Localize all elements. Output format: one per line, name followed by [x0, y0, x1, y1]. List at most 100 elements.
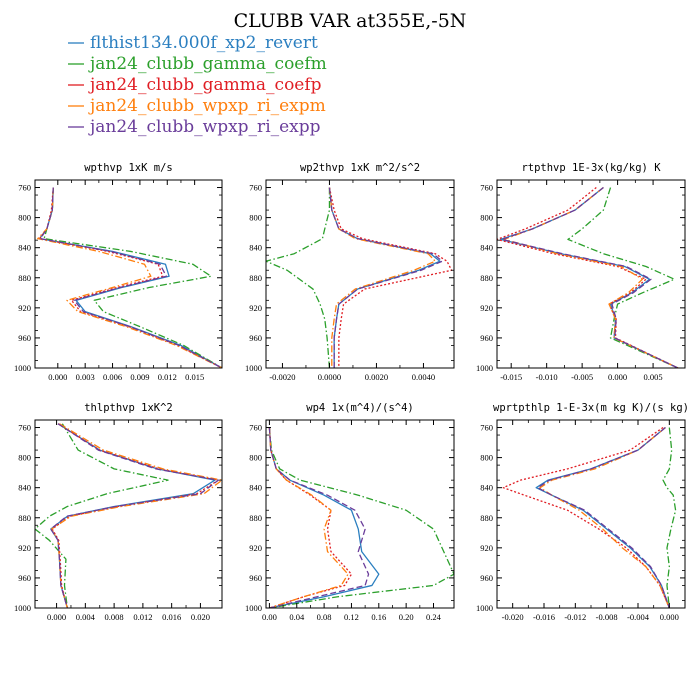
x-tick-label: 0.020 [191, 612, 210, 622]
legend: flthist134.000f_xp2_revertjan24_clubb_ga… [68, 33, 327, 137]
x-tick-label: -0.010 [536, 372, 558, 382]
series-line [50, 423, 220, 608]
series-line [268, 427, 349, 608]
x-tick-label: -0.005 [571, 372, 593, 382]
y-tick-label: 960 [480, 573, 493, 583]
legend-entry: jan24_clubb_wpxp_ri_expp [88, 117, 321, 137]
x-tick-label: 0.012 [158, 372, 177, 382]
y-tick-label: 920 [18, 303, 31, 313]
figure-title: CLUBB VAR at355E,-5N [234, 10, 467, 32]
y-tick-label: 960 [249, 333, 262, 343]
y-tick-label: 1000 [476, 363, 493, 373]
panel-6: wprtpthlp 1-E-3x(m kg K)/(s kg)760 800 840… [476, 402, 689, 622]
x-tick-label: -0.020 [502, 612, 524, 622]
series-line [266, 187, 331, 368]
y-tick-label: 760 [249, 183, 262, 193]
x-tick-label: 0.0000 [318, 372, 341, 382]
y-tick-label: 920 [480, 303, 493, 313]
y-tick-label: 760 [480, 423, 493, 433]
y-tick-label: 840 [249, 483, 262, 493]
y-tick-label: 960 [480, 333, 493, 343]
y-tick-label: 920 [480, 543, 493, 553]
y-tick-label: 840 [480, 483, 493, 493]
plot-frame [496, 419, 686, 609]
y-tick-label: 880 [249, 513, 262, 523]
x-tick-label: 0.000 [660, 612, 679, 622]
x-tick-label: 0.004 [76, 612, 96, 622]
y-tick-label: 880 [480, 513, 493, 523]
panel-title: wprtpthlp 1-E-3x(m kg K)/(s kg) [493, 402, 689, 414]
plot-frame [265, 179, 455, 369]
series-line [38, 187, 222, 368]
legend-entry: jan24_clubb_gamma_coefm [88, 54, 327, 74]
series-line [268, 427, 454, 608]
y-tick-label: 800 [480, 213, 493, 223]
y-tick-label: 800 [480, 453, 493, 463]
y-tick-label: 840 [249, 243, 262, 253]
plot-frame [265, 419, 455, 609]
y-tick-label: 800 [249, 453, 262, 463]
y-tick-label: 1000 [245, 603, 262, 613]
series-line [499, 187, 679, 368]
panel-5: wp4 1x(m^4)/(s^4)76080084088092096010000… [245, 402, 455, 622]
x-tick-label: -0.015 [500, 372, 522, 382]
y-tick-label: 760 [18, 183, 31, 193]
y-tick-label: 800 [249, 213, 262, 223]
panel-2: wp2thvp 1xK m^2/s^2 760 800 840 880 920 960 100… [245, 162, 455, 382]
x-tick-label: 0.16 [371, 612, 386, 622]
y-tick-label: 880 [480, 273, 493, 283]
y-tick-label: 960 [18, 573, 31, 583]
legend-entry: jan24_clubb_wpxp_ri_expm [88, 96, 326, 116]
y-tick-label: 1000 [14, 603, 31, 613]
x-tick-label: -0.016 [533, 612, 555, 622]
panel-3: rtpthvp 1E-3x(kg/kg) K 760 800 840 880 920 960… [476, 162, 686, 382]
series-line [39, 187, 222, 368]
y-tick-label: 760 [480, 183, 493, 193]
y-tick-label: 880 [18, 273, 31, 283]
x-tick-label: -0.012 [564, 612, 586, 622]
series-line [502, 426, 670, 608]
x-tick-label: 0.009 [130, 372, 149, 382]
legend-entry: jan24_clubb_gamma_coefp [88, 75, 322, 95]
y-tick-label: 960 [249, 573, 262, 583]
x-tick-label: 0.016 [162, 612, 181, 622]
x-tick-label: 0.006 [103, 372, 122, 382]
x-tick-label: 0.24 [426, 612, 442, 622]
series-line [268, 427, 370, 608]
x-tick-label: 0.12 [344, 612, 359, 622]
x-tick-label: 0.04 [289, 612, 305, 622]
series-line [328, 187, 436, 368]
series-line [662, 427, 677, 608]
y-tick-label: 1000 [245, 363, 262, 373]
x-tick-label: 0.0040 [412, 372, 435, 382]
series-line [43, 187, 222, 368]
y-tick-label: 920 [249, 303, 262, 313]
x-tick-label: 0.015 [185, 372, 204, 382]
series-line [497, 187, 679, 368]
panel-title: wp2thvp 1xK m^2/s^2 [300, 162, 420, 174]
x-tick-label: 0.000 [47, 612, 66, 622]
panel-title: wpthvp 1xK m/s [84, 162, 173, 174]
series-line [535, 427, 670, 608]
series-line [51, 423, 220, 608]
series-line [37, 187, 222, 368]
panel-title: wp4 1x(m^4)/(s^4) [306, 402, 413, 414]
y-tick-label: 1000 [14, 363, 31, 373]
series-line [503, 187, 679, 368]
y-tick-label: 760 [18, 423, 31, 433]
x-tick-label: 0.000 [608, 372, 627, 382]
series-line [50, 423, 222, 608]
panel-4: thlpthvp 1xK^2 760 800 840 880 920 960 1000 0.00… [14, 402, 223, 622]
panel-grid: wpthvp 1xK m/s 760 800 840 880 920 960 1000 0.00… [14, 162, 689, 622]
y-tick-label: 920 [18, 543, 31, 553]
series-line [567, 187, 679, 368]
x-tick-label: 0.005 [644, 372, 663, 382]
series-line [38, 187, 222, 368]
plot-frame [34, 179, 223, 369]
y-tick-label: 760 [249, 423, 262, 433]
panel-title: thlpthvp 1xK^2 [84, 402, 173, 414]
x-tick-label: 0.000 [48, 372, 67, 382]
series-line [328, 187, 441, 368]
plot-frame [34, 419, 223, 609]
